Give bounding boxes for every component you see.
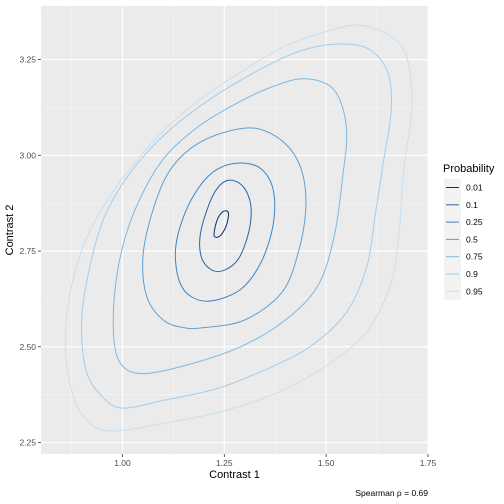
- x-tick-label: 1.50: [318, 458, 335, 468]
- contour-line-0-01: [213, 210, 230, 238]
- contour-line-0-25: [174, 162, 276, 302]
- y-tick-label: 2.50: [19, 342, 36, 352]
- legend-label: 0.5: [466, 234, 478, 244]
- y-tick-label: 2.75: [19, 246, 36, 256]
- y-tick-label: 3.00: [19, 150, 36, 160]
- contour-line-0-5: [142, 127, 307, 330]
- legend-title: Probability: [443, 163, 495, 175]
- contour-line-0-1: [199, 179, 252, 273]
- plot-panel: [41, 6, 428, 454]
- legend-keys: 0.01 0.1 0.25 0.5 0.75 0.9 0.95: [444, 179, 483, 300]
- x-axis-ticks: 1.00 1.25 1.50 1.75: [114, 454, 437, 468]
- legend-label: 0.95: [466, 286, 483, 296]
- major-gridlines: [41, 6, 429, 454]
- caption: Spearman ρ = 0.69: [355, 488, 428, 498]
- contour-line-0-9: [81, 43, 393, 409]
- y-tick-label: 3.25: [19, 55, 36, 65]
- x-tick-label: 1.00: [114, 458, 131, 468]
- legend-label: 0.9: [466, 269, 478, 279]
- x-tick-label: 1.25: [216, 458, 233, 468]
- legend-label: 0.1: [466, 200, 478, 210]
- contour-lines: [64, 24, 413, 432]
- legend: Probability 0.01 0.1 0.25 0.5 0.75 0.9 0.95: [443, 163, 495, 300]
- contour-line-0-95: [64, 24, 413, 432]
- x-axis-title: Contrast 1: [209, 469, 260, 481]
- y-tick-label: 2.25: [19, 438, 36, 448]
- legend-label: 0.75: [466, 252, 483, 262]
- y-axis-ticks: 2.25 2.50 2.75 3.00 3.25: [19, 55, 41, 448]
- legend-label: 0.25: [466, 217, 483, 227]
- legend-label: 0.01: [466, 183, 483, 193]
- contour-line-0-75: [112, 78, 348, 375]
- x-tick-label: 1.75: [420, 458, 437, 468]
- y-axis-title: Contrast 2: [4, 205, 16, 256]
